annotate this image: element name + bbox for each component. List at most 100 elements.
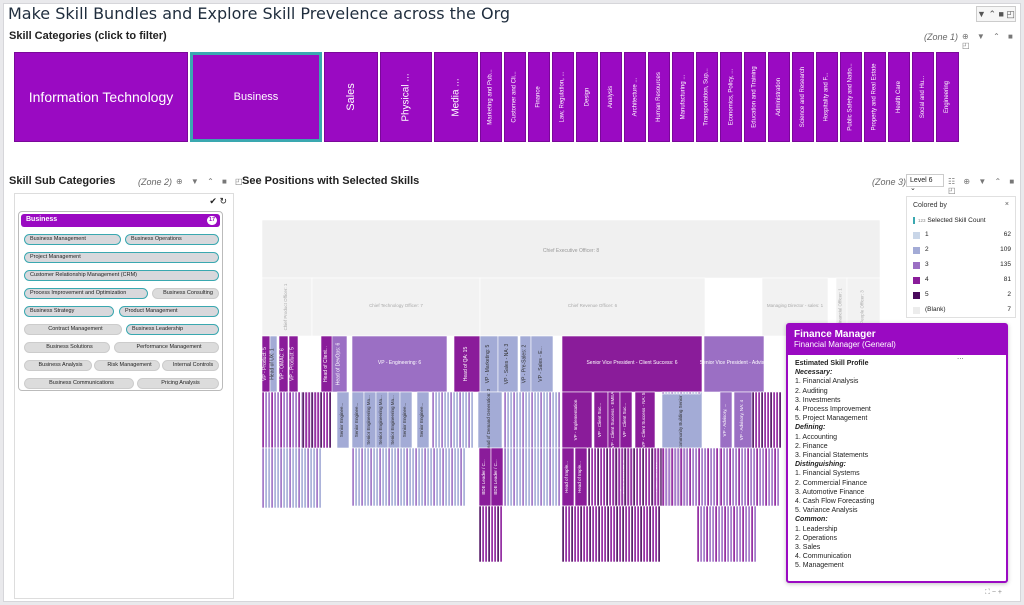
- org-leaf[interactable]: [726, 505, 730, 563]
- org-leaf[interactable]: [301, 391, 305, 449]
- org-leaf[interactable]: [411, 447, 415, 507]
- org-leaf[interactable]: [699, 505, 703, 563]
- org-leaf[interactable]: [688, 391, 692, 395]
- org-leaf[interactable]: [484, 505, 488, 563]
- org-leaf[interactable]: [645, 505, 649, 563]
- org-leaf[interactable]: [679, 391, 683, 395]
- org-leaf[interactable]: [667, 391, 671, 395]
- org-leaf[interactable]: [630, 505, 634, 563]
- org-leaf[interactable]: [545, 391, 549, 449]
- org-leaf[interactable]: [387, 447, 391, 507]
- org-leaf[interactable]: [512, 391, 516, 449]
- org-leaf[interactable]: [744, 505, 748, 563]
- org-leaf[interactable]: [760, 391, 764, 449]
- subcategory-pill[interactable]: Business Solutions: [24, 342, 110, 353]
- org-leaf[interactable]: [650, 447, 654, 507]
- category-tile[interactable]: Business: [190, 52, 322, 142]
- top-toolbar[interactable]: ▼ ⌃ ■ ◰: [976, 6, 1016, 22]
- org-leaf[interactable]: [270, 447, 274, 509]
- org-leaf[interactable]: [737, 447, 741, 507]
- org-leaf[interactable]: [506, 447, 510, 507]
- org-leaf[interactable]: [576, 505, 580, 563]
- org-node-level2[interactable]: [479, 277, 706, 337]
- org-leaf[interactable]: [316, 391, 320, 449]
- org-node-level4[interactable]: [477, 391, 503, 449]
- org-leaf[interactable]: [503, 391, 507, 449]
- org-leaf[interactable]: [654, 505, 658, 563]
- tooltip-more-icon[interactable]: ...: [957, 352, 964, 361]
- org-leaf[interactable]: [369, 447, 373, 507]
- org-leaf[interactable]: [319, 391, 323, 449]
- org-leaf[interactable]: [746, 447, 750, 507]
- org-leaf[interactable]: [261, 391, 265, 449]
- org-leaf[interactable]: [661, 447, 665, 507]
- org-leaf[interactable]: [530, 391, 534, 449]
- org-leaf[interactable]: [261, 447, 265, 509]
- zone3-toolbar[interactable]: ☷ ⊕ ▼ ⌃ ■ ◰: [948, 177, 1018, 195]
- org-leaf[interactable]: [542, 447, 546, 507]
- org-leaf[interactable]: [588, 505, 592, 563]
- org-leaf[interactable]: [444, 447, 448, 507]
- zone2-toolbar[interactable]: ⊕ ▼ ⌃ ■ ◰: [176, 177, 246, 186]
- org-leaf[interactable]: [651, 505, 655, 563]
- org-leaf[interactable]: [633, 505, 637, 563]
- category-tile[interactable]: Architecture ...: [624, 52, 646, 142]
- category-tile[interactable]: Social and Hu...: [912, 52, 934, 142]
- org-node-level3[interactable]: [561, 335, 703, 393]
- org-leaf[interactable]: [734, 447, 738, 507]
- org-leaf[interactable]: [303, 447, 307, 509]
- org-leaf[interactable]: [539, 391, 543, 449]
- org-node-level2[interactable]: [261, 277, 313, 337]
- category-tile[interactable]: Media ...: [434, 52, 478, 142]
- subcategory-pill[interactable]: Business Management: [24, 234, 121, 245]
- org-leaf[interactable]: [626, 447, 630, 507]
- org-leaf[interactable]: [775, 391, 779, 449]
- org-leaf[interactable]: [354, 447, 358, 507]
- subcategory-pill[interactable]: Business Operations: [125, 234, 219, 245]
- org-leaf[interactable]: [291, 391, 295, 449]
- org-leaf[interactable]: [288, 391, 292, 449]
- org-leaf[interactable]: [493, 505, 497, 563]
- subcategory-pill[interactable]: Business Leadership: [126, 324, 219, 335]
- category-tile[interactable]: Customer and Cli...: [504, 52, 526, 142]
- org-leaf[interactable]: [570, 505, 574, 563]
- org-leaf[interactable]: [648, 505, 652, 563]
- org-leaf[interactable]: [657, 505, 661, 563]
- org-leaf[interactable]: [276, 391, 280, 449]
- org-leaf[interactable]: [554, 447, 558, 507]
- org-leaf[interactable]: [282, 391, 286, 449]
- select-all-reset-icons[interactable]: ✔ ↻: [209, 196, 227, 206]
- org-leaf[interactable]: [591, 505, 595, 563]
- org-leaf[interactable]: [691, 391, 695, 395]
- org-leaf[interactable]: [521, 391, 525, 449]
- org-leaf[interactable]: [273, 447, 277, 509]
- org-leaf[interactable]: [767, 447, 771, 507]
- org-leaf[interactable]: [313, 391, 317, 449]
- org-leaf[interactable]: [711, 505, 715, 563]
- org-leaf[interactable]: [751, 391, 755, 449]
- org-leaf[interactable]: [676, 391, 680, 395]
- org-leaf[interactable]: [766, 391, 770, 449]
- corner-tools[interactable]: ⛶ − +: [985, 589, 1002, 596]
- org-leaf[interactable]: [539, 447, 543, 507]
- org-leaf[interactable]: [709, 447, 713, 507]
- category-tile[interactable]: Analysis: [600, 52, 622, 142]
- org-leaf[interactable]: [372, 447, 376, 507]
- org-node-ceo[interactable]: [261, 219, 881, 279]
- org-leaf[interactable]: [567, 505, 571, 563]
- org-leaf[interactable]: [722, 447, 726, 507]
- org-leaf[interactable]: [735, 505, 739, 563]
- org-leaf[interactable]: [437, 391, 441, 449]
- org-leaf[interactable]: [702, 505, 706, 563]
- org-leaf[interactable]: [478, 505, 482, 563]
- org-leaf[interactable]: [682, 391, 686, 395]
- org-leaf[interactable]: [297, 391, 301, 449]
- org-leaf[interactable]: [617, 447, 621, 507]
- org-leaf[interactable]: [300, 447, 304, 509]
- org-leaf[interactable]: [697, 447, 701, 507]
- org-leaf[interactable]: [609, 505, 613, 563]
- org-leaf[interactable]: [438, 447, 442, 507]
- category-tile[interactable]: Transportation, Sup...: [696, 52, 718, 142]
- category-tile[interactable]: Human Resources: [648, 52, 670, 142]
- org-leaf[interactable]: [602, 447, 606, 507]
